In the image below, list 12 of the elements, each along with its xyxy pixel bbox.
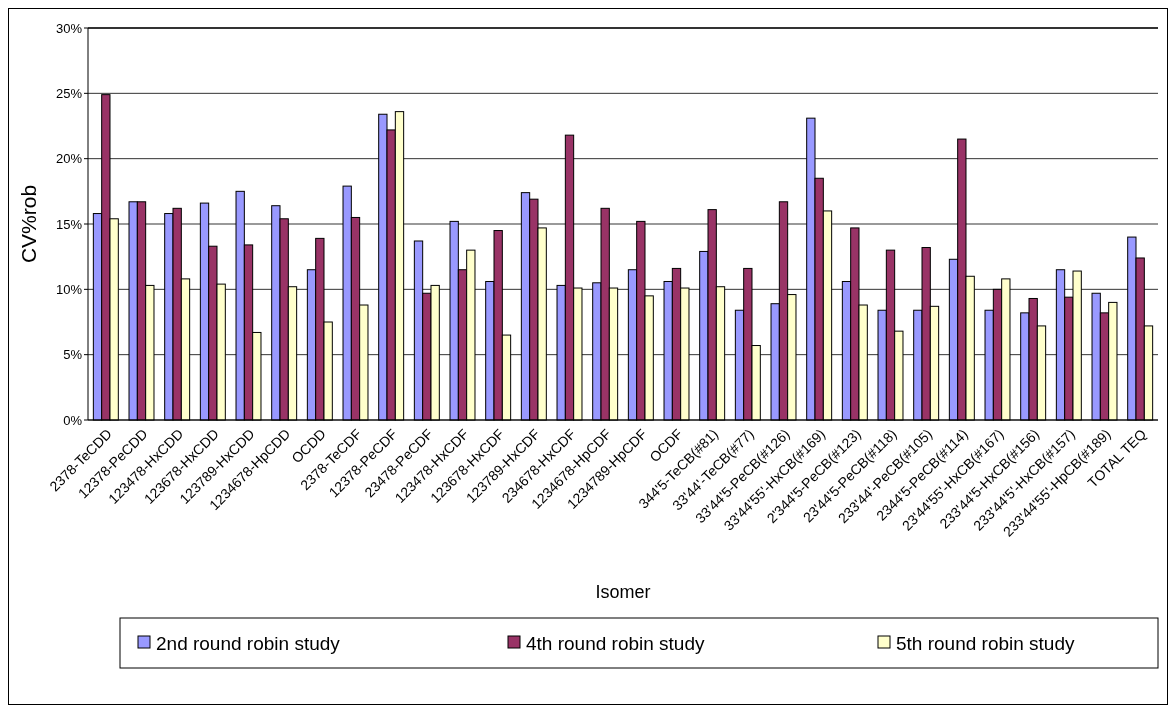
y-tick-label: 25% (55, 85, 83, 101)
y-axis-title: CV%rob (17, 184, 40, 264)
y-tick-label: 0% (63, 412, 83, 428)
legend-label: 4th round robin study (526, 632, 706, 654)
y-tick-label: 10% (55, 281, 83, 297)
legend-label: 5th round robin study (896, 632, 1076, 654)
x-axis-title: Isomer (595, 582, 651, 602)
legend-label: 2nd round robin study (156, 632, 341, 654)
y-tick-label: 20% (55, 151, 83, 167)
y-tick-label: 30% (55, 20, 83, 36)
y-tick-label: 15% (55, 216, 83, 232)
y-tick-label: 5% (63, 347, 83, 363)
